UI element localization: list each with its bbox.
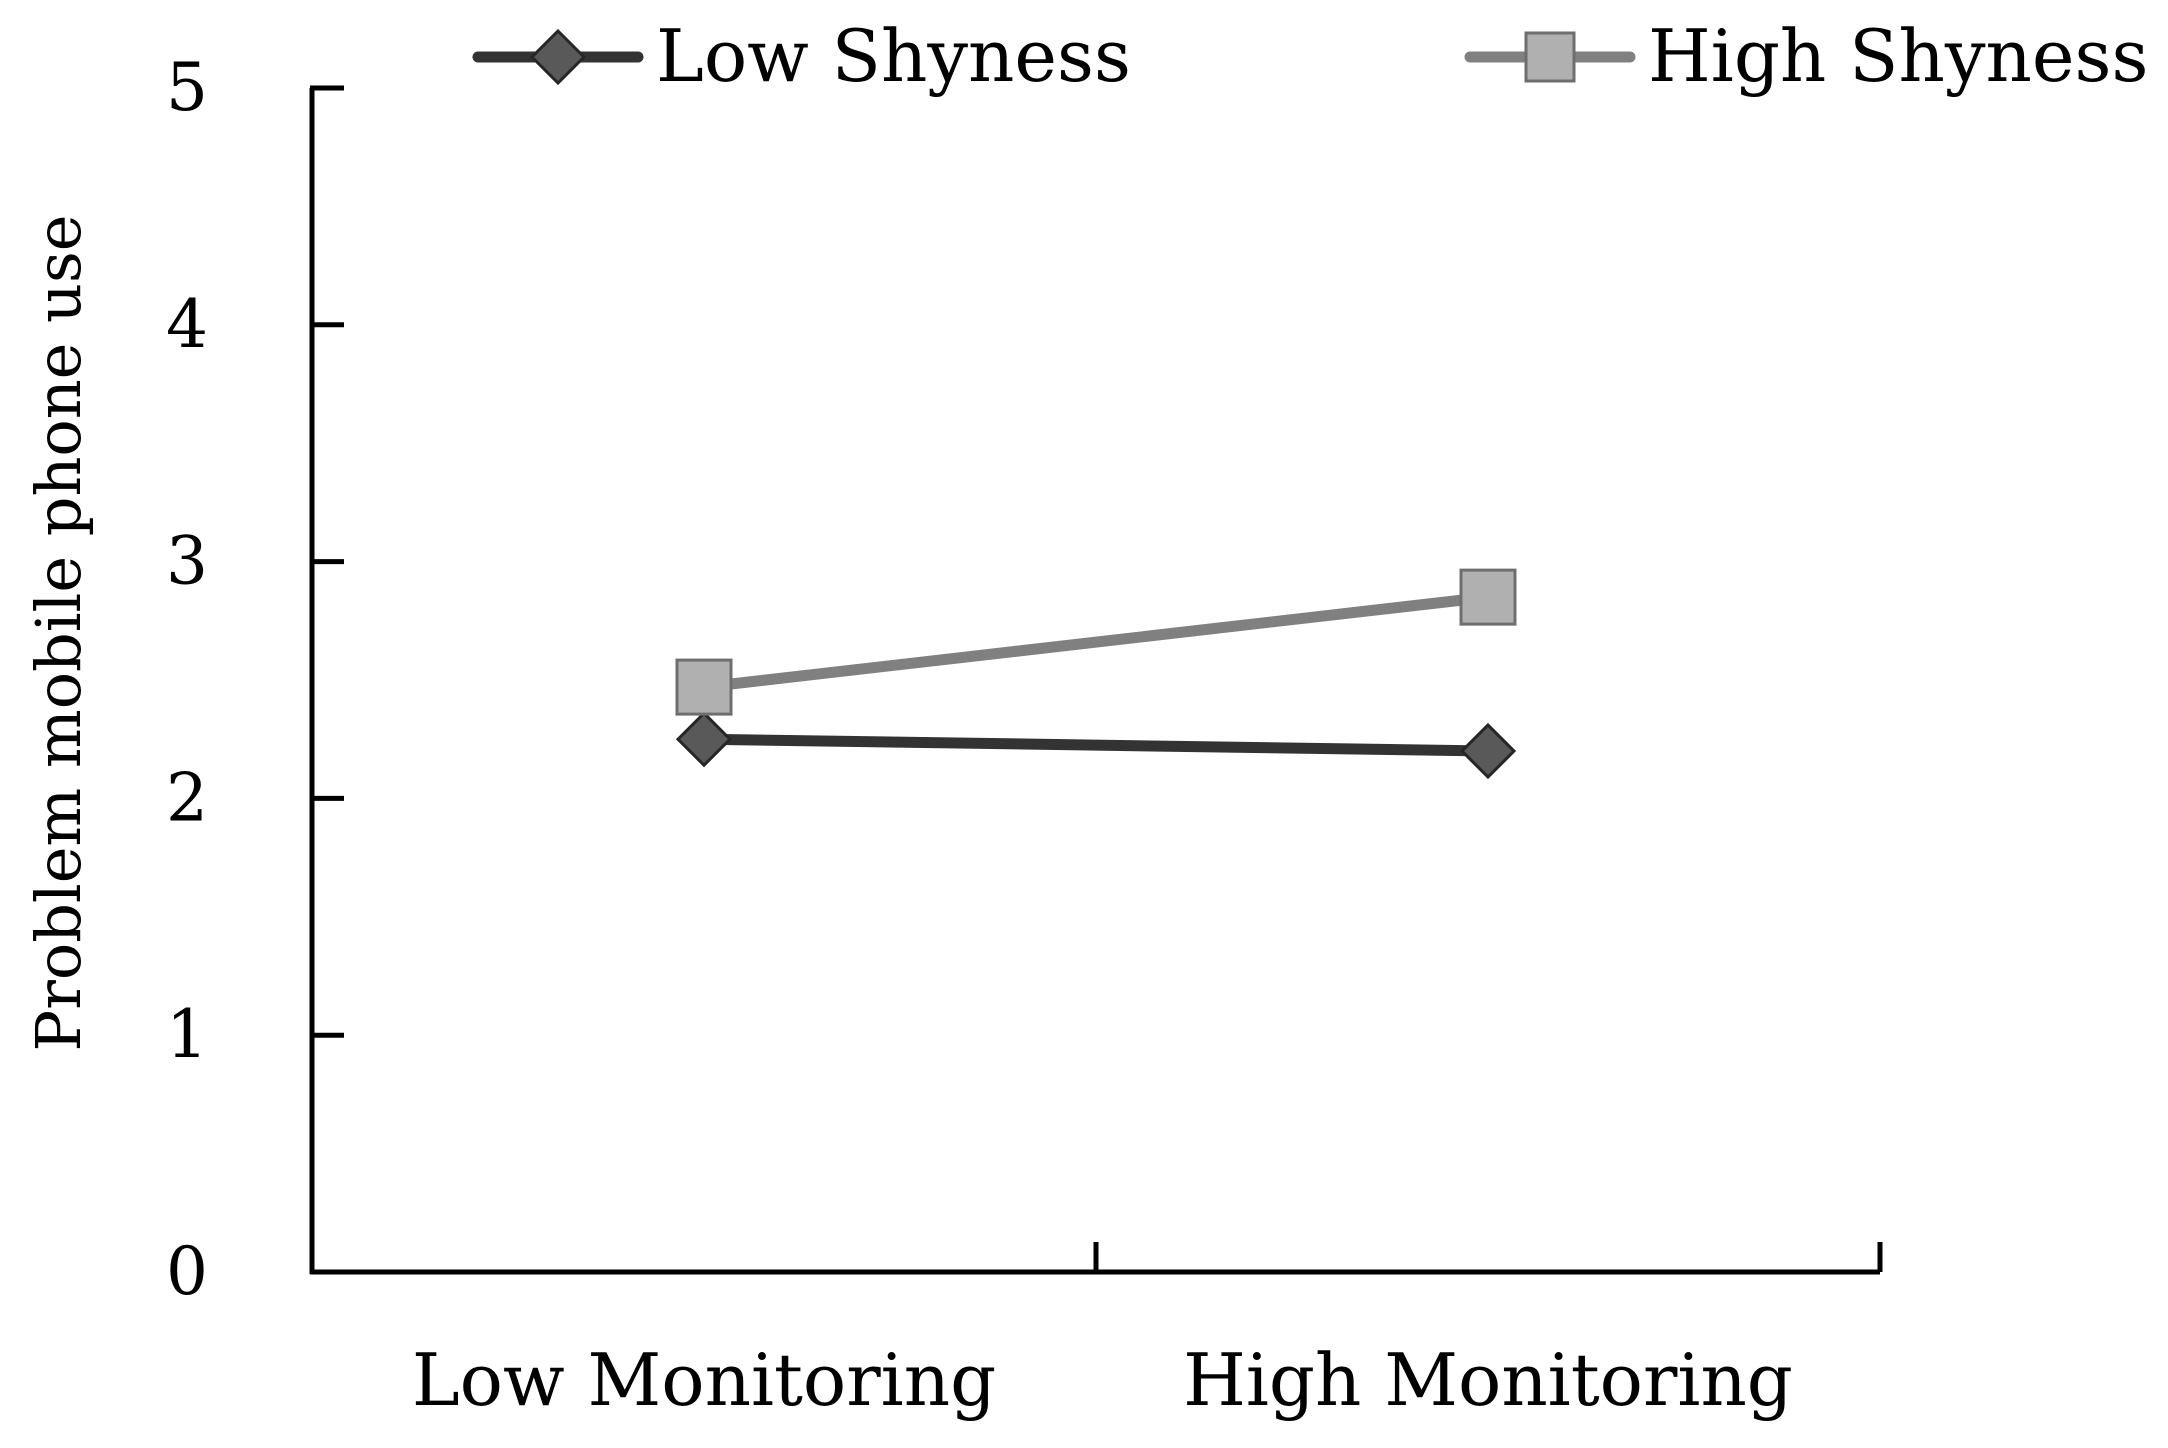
- series-layer: [675, 568, 1517, 780]
- legend-item: High Shyness: [1464, 14, 2148, 98]
- y-tick-label: 2: [166, 759, 208, 836]
- data-point-marker: [675, 711, 733, 768]
- x-tick-label: Low Monitoring: [412, 1338, 996, 1422]
- series-high-shyness: [675, 568, 1517, 716]
- legend-item: Low Shyness: [472, 14, 1131, 98]
- y-tick-label: 3: [166, 523, 208, 600]
- legend-marker: [529, 28, 587, 86]
- series-line: [698, 733, 1494, 757]
- series-line: [698, 591, 1494, 693]
- data-point-marker: [1459, 722, 1517, 780]
- legend-marker: [1524, 31, 1576, 83]
- y-tick-label: 0: [166, 1233, 208, 1310]
- legend-label: Low Shyness: [656, 14, 1131, 98]
- data-point-marker: [675, 658, 733, 716]
- y-axis-title: Problem mobile phone use: [22, 215, 95, 1052]
- y-tick-label: 1: [166, 996, 208, 1073]
- x-ticks: Low Monitoring High Monitoring: [412, 1242, 1883, 1422]
- y-tick-label: 4: [166, 286, 208, 363]
- data-point-marker: [1459, 568, 1517, 626]
- y-tick-label: 5: [166, 49, 208, 126]
- legend-label: High Shyness: [1648, 14, 2148, 98]
- x-tick-label: High Monitoring: [1183, 1338, 1793, 1422]
- legend: Low Shyness High Shyness: [472, 14, 2148, 98]
- series-low-shyness: [675, 711, 1517, 780]
- axes: [309, 88, 1880, 1275]
- y-ticks: 0 1 2 3 4 5: [166, 49, 344, 1310]
